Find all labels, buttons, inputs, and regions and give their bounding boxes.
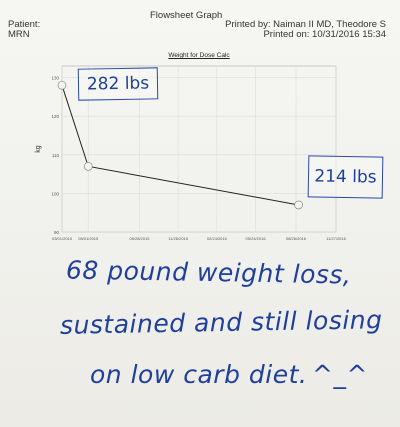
end-weight-annotation: 214 lbs [307,155,384,199]
x-tick-label: 05/01/2015 [78,236,99,241]
y-tick-label: 120 [51,114,59,119]
x-tick-label: 08/26/2016 [286,236,307,241]
start-weight-annotation: 282 lbs [77,67,159,101]
x-tick-label: 05/24/2016 [246,236,267,241]
y-axis-label: kg [35,145,42,153]
data-point [294,200,303,210]
report-title: Flowsheet Graph [150,10,223,21]
x-tick-label: 11/27/2016 [326,236,346,241]
patient-label: Patient: [8,19,41,30]
y-tick-label: 90 [54,230,60,235]
chart-title: Weight for Dose Calc [168,52,230,59]
x-tick-label: 03/01/2015 [52,236,73,241]
weight-series-line [61,85,299,206]
x-tick-label: 11/26/2015 [168,236,188,241]
smiley-face-icon: ^_^ [312,360,368,389]
mrn-label: MRN [8,29,30,40]
y-tick-label: 100 [51,191,59,196]
printed-on: Printed on: 10/31/2016 15:34 [263,29,386,40]
x-tick-label: 08/28/2015 [129,236,150,241]
handwritten-note-line-1: 68 pound weight loss, [65,255,352,290]
data-point [57,80,67,90]
x-tick-label: 02/24/2016 [207,236,228,241]
data-point [83,162,93,171]
y-tick-label: 130 [51,76,59,81]
handwritten-note-line-3: on low carb diet. [90,360,308,389]
printed-by: Printed by: Naiman II MD, Theodore S [225,19,386,30]
y-tick-label: 110 [52,153,60,158]
handwritten-note-line-2: sustained and still losing [59,305,383,340]
